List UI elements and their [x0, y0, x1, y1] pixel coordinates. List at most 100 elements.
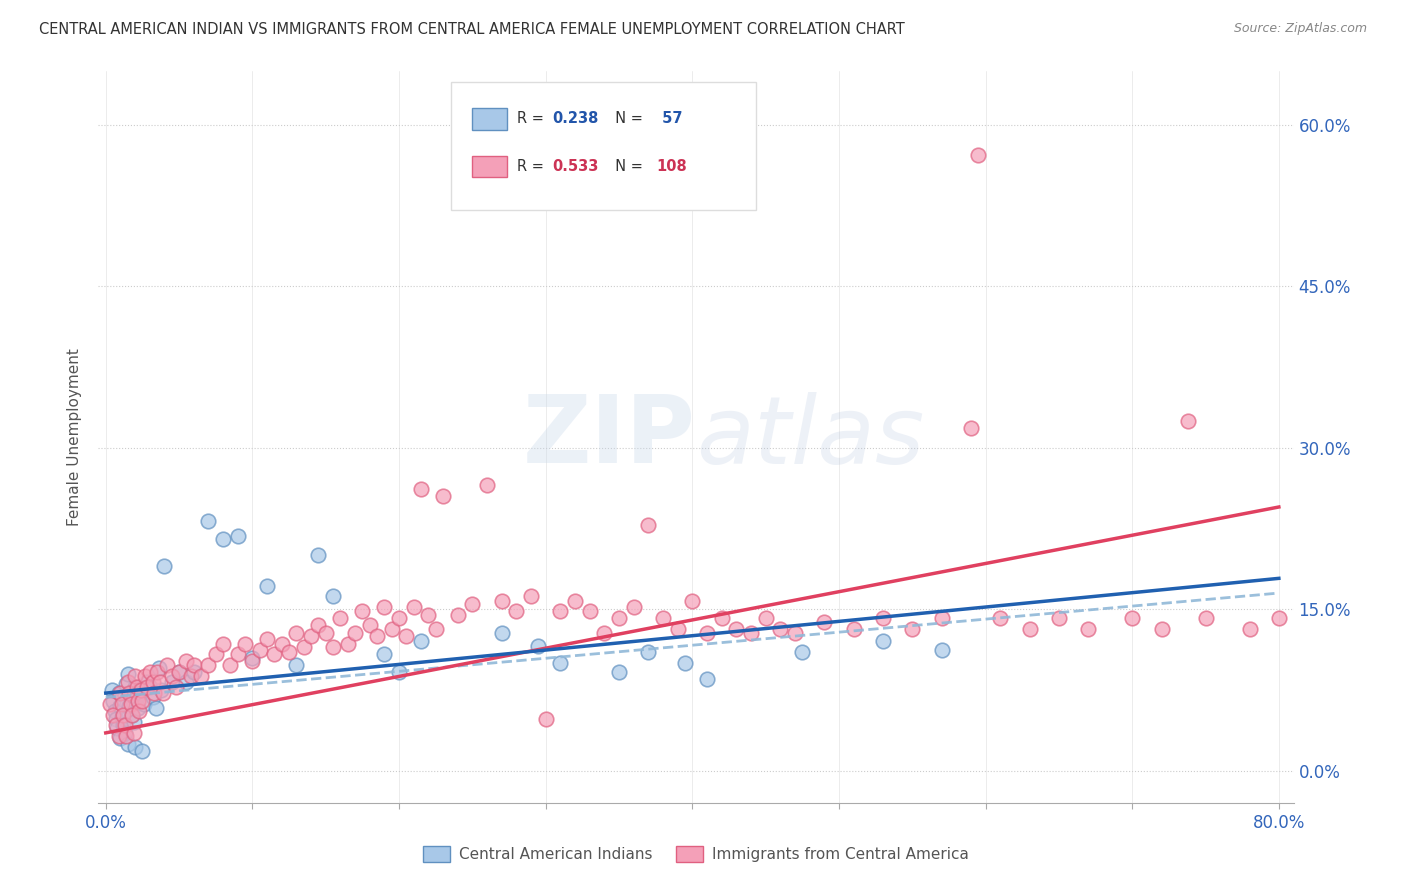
Point: [114, 726, 136, 740]
Point: [1150, 622, 1173, 636]
Point: [1121, 611, 1143, 625]
Point: [359, 618, 381, 632]
Point: [197, 658, 219, 673]
Point: [352, 604, 374, 618]
Point: [447, 607, 470, 622]
Point: [115, 729, 138, 743]
Point: [315, 625, 337, 640]
Point: [388, 611, 411, 625]
Point: [409, 634, 432, 648]
Point: [101, 707, 124, 722]
Point: [520, 589, 543, 603]
Point: [432, 489, 454, 503]
Point: [1018, 622, 1040, 636]
Point: [226, 529, 249, 543]
Text: CENTRAL AMERICAN INDIAN VS IMMIGRANTS FROM CENTRAL AMERICA FEMALE UNEMPLOYMENT C: CENTRAL AMERICAN INDIAN VS IMMIGRANTS FR…: [39, 22, 905, 37]
Point: [270, 637, 292, 651]
Point: [143, 686, 166, 700]
Point: [117, 666, 139, 681]
Point: [156, 658, 179, 673]
Point: [373, 600, 395, 615]
Point: [122, 726, 145, 740]
Text: ZIP: ZIP: [523, 391, 696, 483]
Point: [491, 593, 513, 607]
Point: [146, 665, 169, 679]
Point: [278, 645, 301, 659]
Point: [124, 669, 146, 683]
Point: [176, 675, 198, 690]
Point: [122, 715, 145, 730]
Point: [117, 675, 139, 690]
Point: [149, 675, 172, 690]
Point: [112, 718, 135, 732]
Point: [121, 707, 143, 722]
Point: [115, 677, 138, 691]
Point: [105, 718, 128, 732]
Point: [125, 690, 148, 705]
Point: [145, 701, 167, 715]
Point: [607, 611, 630, 625]
Point: [872, 611, 894, 625]
Point: [710, 611, 733, 625]
Point: [118, 686, 141, 700]
Point: [183, 665, 205, 679]
Point: [418, 607, 440, 622]
Point: [960, 421, 983, 435]
Point: [696, 625, 718, 640]
Point: [233, 637, 256, 651]
Point: [491, 625, 513, 640]
Point: [212, 637, 235, 651]
Point: [842, 622, 865, 636]
Point: [150, 682, 173, 697]
Point: [167, 665, 190, 679]
Point: [142, 675, 165, 690]
Point: [125, 680, 148, 694]
Point: [755, 611, 778, 625]
Point: [135, 675, 157, 690]
Point: [1077, 622, 1099, 636]
Point: [197, 514, 219, 528]
Point: [564, 593, 586, 607]
Point: [550, 604, 572, 618]
Point: [134, 669, 156, 683]
Point: [534, 712, 557, 726]
Point: [131, 744, 153, 758]
Point: [110, 731, 132, 746]
Point: [129, 686, 152, 700]
Point: [111, 710, 134, 724]
Point: [607, 665, 630, 679]
Point: [249, 643, 271, 657]
Point: [242, 650, 264, 665]
Point: [988, 611, 1011, 625]
Point: [108, 686, 131, 700]
Point: [901, 622, 924, 636]
Point: [117, 737, 139, 751]
Point: [110, 698, 132, 713]
Point: [292, 640, 315, 654]
Point: [329, 611, 352, 625]
Point: [388, 665, 411, 679]
Point: [120, 688, 142, 702]
Point: [142, 690, 165, 705]
Point: [475, 478, 498, 492]
Point: [131, 693, 153, 707]
Point: [135, 680, 157, 694]
Point: [578, 604, 600, 618]
Point: [242, 654, 264, 668]
Text: 0.0%: 0.0%: [84, 814, 127, 831]
Point: [550, 656, 572, 670]
Point: [139, 665, 162, 679]
Point: [219, 658, 242, 673]
Point: [139, 680, 162, 694]
Point: [128, 705, 150, 719]
Point: [409, 482, 432, 496]
Point: [652, 611, 675, 625]
Text: 0.238: 0.238: [553, 112, 599, 127]
Text: R =: R =: [517, 112, 548, 127]
Point: [425, 622, 447, 636]
Point: [98, 697, 121, 711]
Point: [740, 625, 762, 640]
Text: N =: N =: [606, 112, 648, 127]
Text: N =: N =: [606, 159, 648, 174]
Point: [285, 658, 308, 673]
